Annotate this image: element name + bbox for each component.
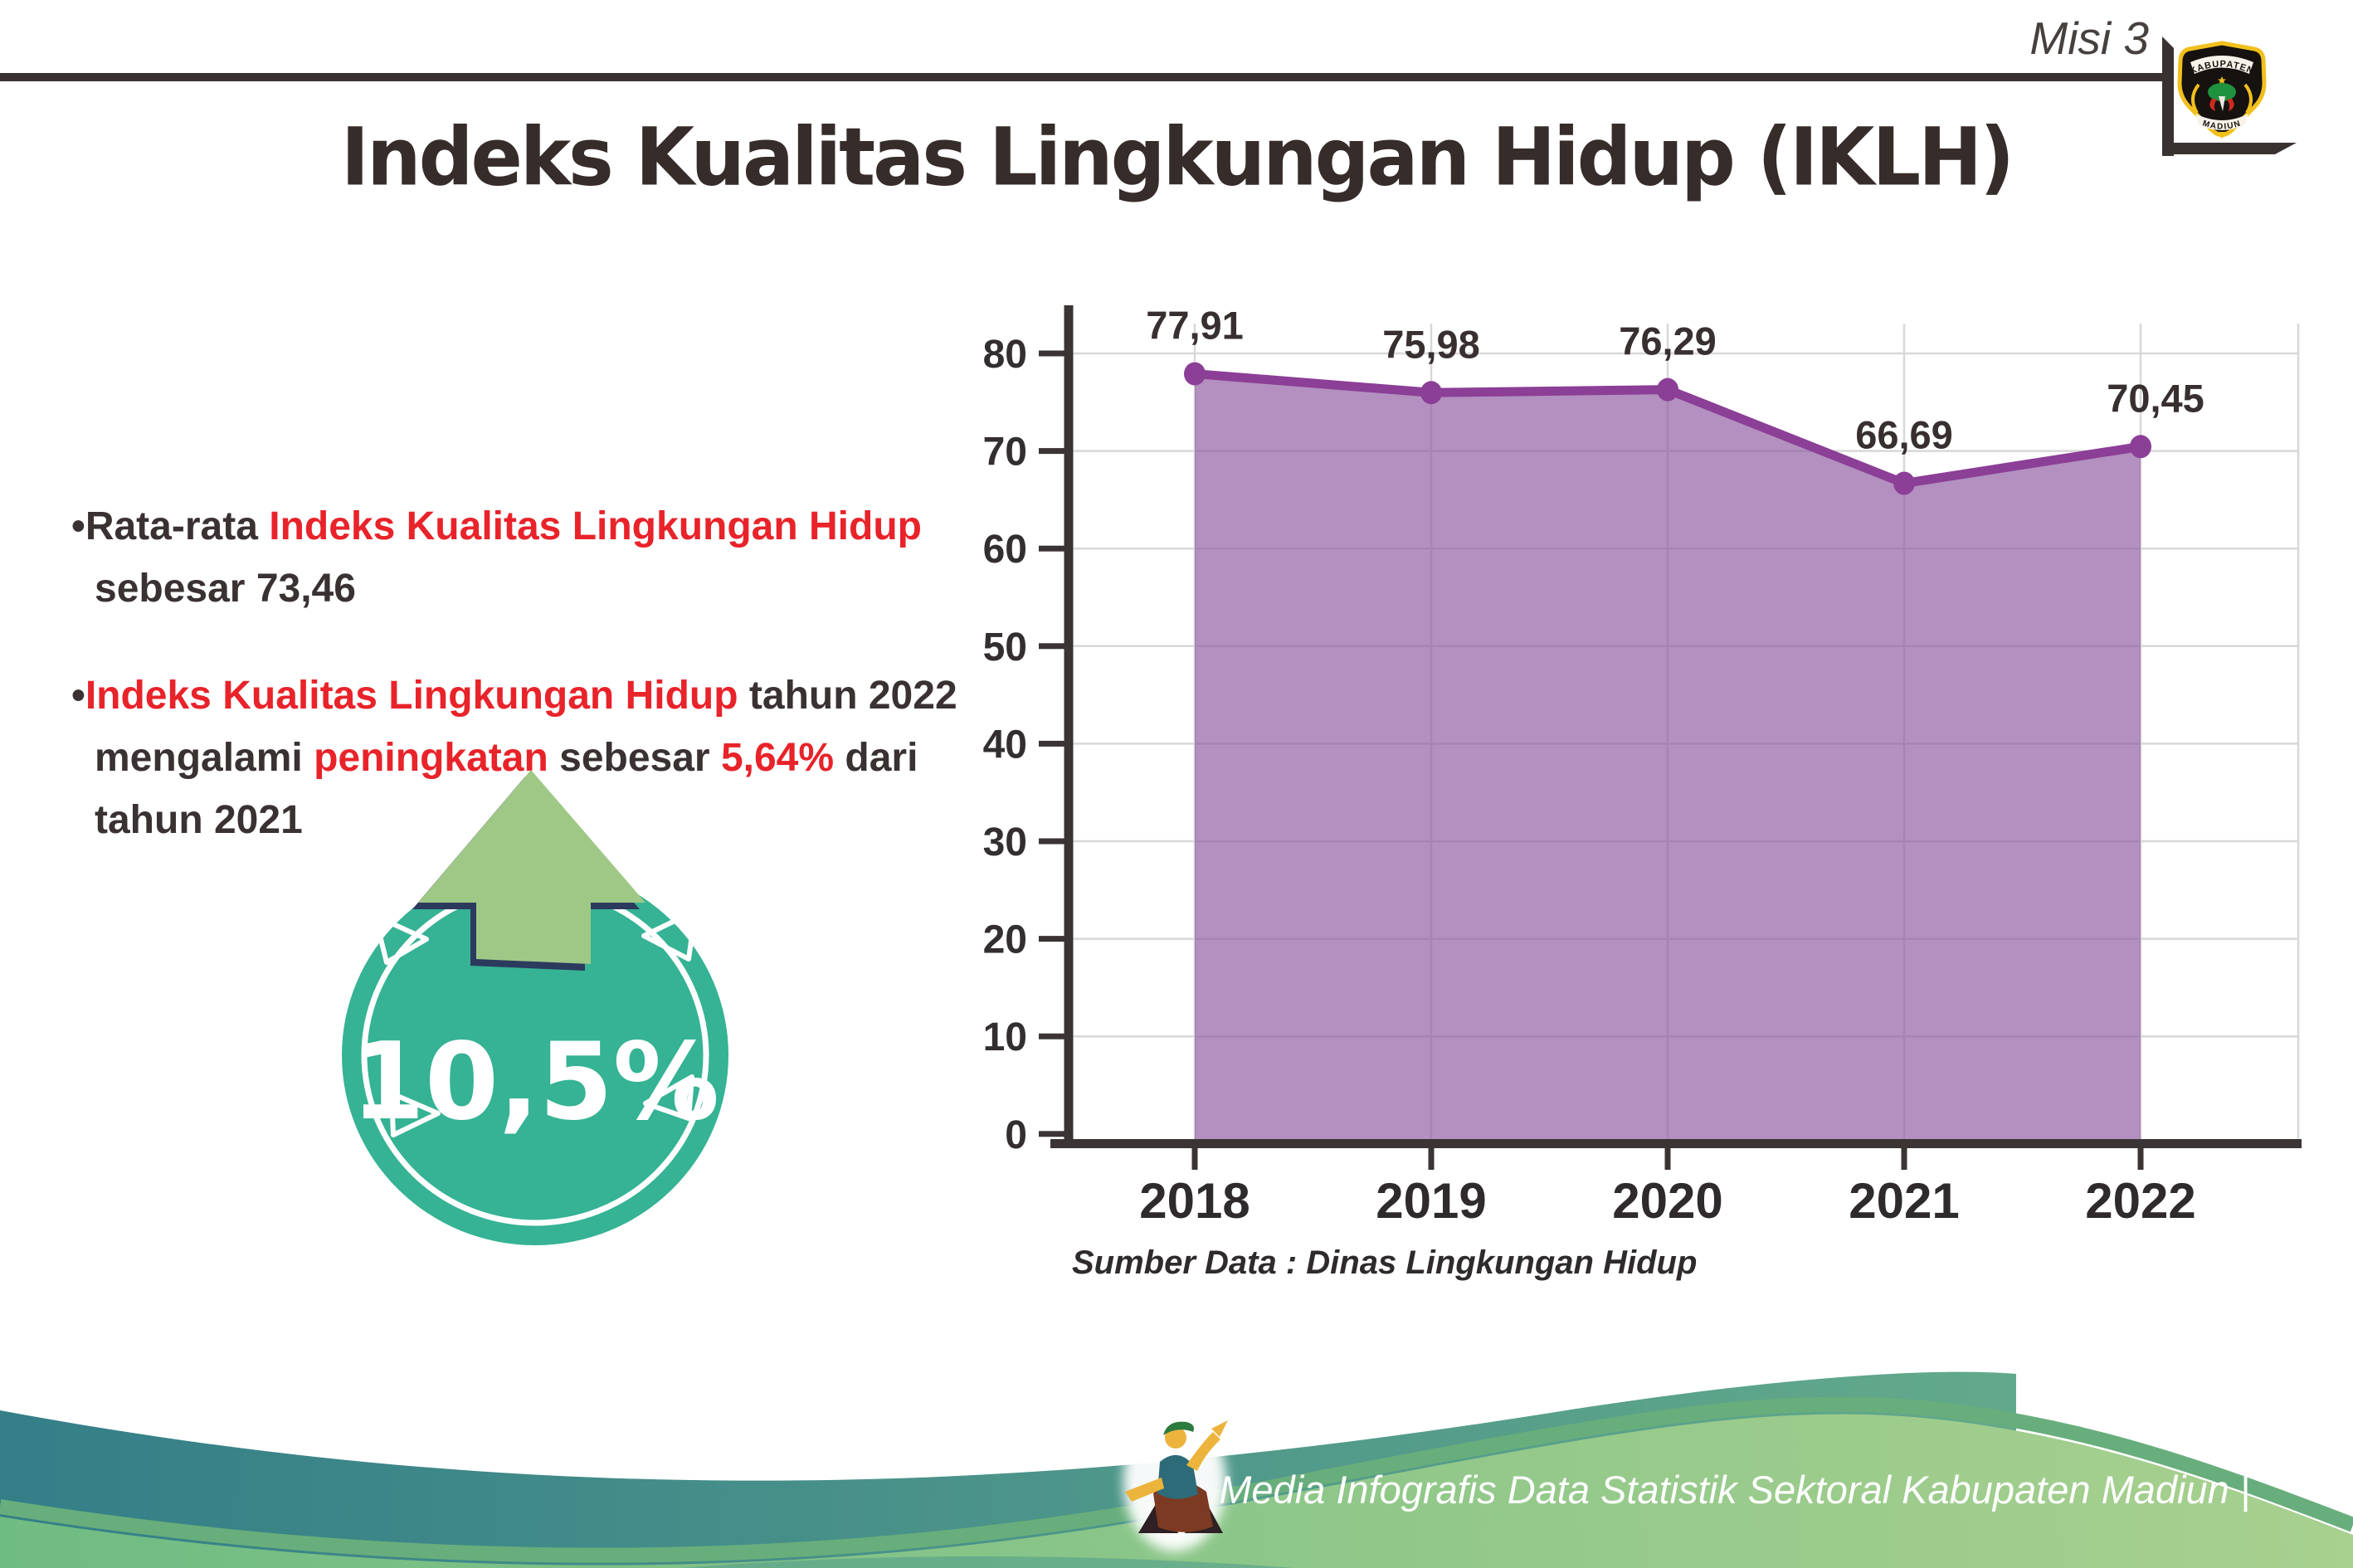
misi-label: Misi 3 bbox=[2029, 12, 2149, 64]
logo-bottom-text: MADIUN bbox=[2201, 119, 2243, 131]
x-tick bbox=[1191, 1148, 1198, 1170]
header-decoration: KABUPATEN MADIUN bbox=[0, 37, 2297, 156]
green-wave-rim bbox=[0, 1396, 2353, 1563]
logo-bracket-vertical bbox=[2162, 37, 2174, 156]
iklh-area-chart: 0 10 20 30 40 50 60 70 80 2018 2019 2020 2021 2022 77,… bbox=[983, 304, 2302, 1229]
badge-triangle-upper-left bbox=[373, 913, 429, 965]
badge-triangle-upper-right bbox=[641, 908, 698, 962]
y-axis bbox=[1064, 305, 1074, 1148]
y-tick-label: 40 bbox=[983, 723, 1027, 767]
mascot-icon bbox=[1123, 1412, 1228, 1551]
green-wave bbox=[0, 1414, 2353, 1568]
page-title: Indeks Kualitas Lingkungan Hidup (IKLH) bbox=[340, 110, 2014, 204]
footer-waves: Media Infografis Data Statistik Sektoral… bbox=[0, 1371, 2353, 1568]
y-tick-label: 80 bbox=[983, 333, 1027, 377]
highlight-text: Indeks Kualitas Lingkungan Hidup bbox=[269, 504, 922, 548]
bullet-dot: • bbox=[71, 673, 85, 718]
badge-value: 10,5% bbox=[351, 1020, 719, 1144]
y-tick bbox=[1039, 1033, 1069, 1040]
x-tick-label: 2020 bbox=[1612, 1173, 1722, 1229]
y-tick-label: 20 bbox=[983, 918, 1027, 962]
data-point bbox=[1893, 471, 1915, 495]
x-tick bbox=[2137, 1148, 2144, 1170]
x-tick-label: 2019 bbox=[1376, 1173, 1486, 1229]
badge-triangle-lower-left bbox=[389, 1091, 441, 1137]
data-point bbox=[2130, 435, 2151, 459]
logo-star-icon bbox=[2218, 76, 2226, 85]
x-tick-label: 2022 bbox=[2085, 1173, 2195, 1229]
x-tick-label: 2021 bbox=[1849, 1173, 1959, 1229]
y-tick bbox=[1039, 545, 1069, 552]
y-tick bbox=[1039, 1131, 1069, 1137]
y-tick bbox=[1039, 936, 1069, 942]
y-tick bbox=[1039, 838, 1069, 845]
data-point bbox=[1420, 381, 1442, 405]
x-tick-label: 2018 bbox=[1139, 1173, 1250, 1229]
y-tick-label: 30 bbox=[983, 821, 1027, 864]
badge-circle bbox=[342, 865, 728, 1245]
x-tick bbox=[1664, 1148, 1671, 1170]
insight-bullet-1: •Rata-rata Indeks Kualitas Lingkungan Hi… bbox=[71, 504, 922, 611]
y-tick-label: 50 bbox=[983, 626, 1027, 670]
y-tick-label: 60 bbox=[983, 528, 1027, 572]
x-axis bbox=[1050, 1139, 2302, 1148]
logo-tree-icon bbox=[2208, 83, 2236, 101]
source-note: Sumber Data : Dinas Lingkungan Hidup bbox=[1072, 1244, 1698, 1281]
data-label: 70,45 bbox=[2107, 376, 2204, 420]
data-label: 75,98 bbox=[1382, 322, 1480, 366]
y-tick bbox=[1039, 740, 1069, 747]
kabupaten-madiun-logo: KABUPATEN MADIUN bbox=[2177, 41, 2267, 139]
insight-bullet-2: •Indeks Kualitas Lingkungan Hidup tahun … bbox=[71, 673, 957, 842]
bottom-shade bbox=[680, 1556, 1294, 1568]
bullet-dot: • bbox=[71, 504, 85, 548]
highlight-text: peningkatan bbox=[314, 735, 548, 780]
data-point bbox=[1657, 377, 1678, 402]
data-label: 76,29 bbox=[1619, 319, 1717, 363]
badge-triangle-lower-right bbox=[643, 1074, 694, 1121]
increase-badge: 10,5% bbox=[342, 770, 728, 1245]
data-label: 77,91 bbox=[1146, 304, 1244, 348]
x-tick bbox=[1901, 1148, 1907, 1170]
area-fill bbox=[1195, 373, 2141, 1140]
header-rule bbox=[0, 73, 2164, 81]
y-tick bbox=[1039, 448, 1069, 455]
x-tick bbox=[1428, 1148, 1435, 1170]
footer-caption: Media Infografis Data Statistik Sektoral… bbox=[1219, 1468, 2250, 1512]
insight-bullets: •Rata-rata Indeks Kualitas Lingkungan Hi… bbox=[71, 496, 991, 896]
highlight-text: Indeks Kualitas Lingkungan Hidup bbox=[85, 673, 738, 718]
data-label: 66,69 bbox=[1855, 413, 1953, 457]
logo-bracket-horizontal bbox=[2162, 143, 2297, 154]
y-tick-label: 70 bbox=[983, 431, 1027, 475]
y-tick-label: 0 bbox=[1005, 1113, 1027, 1157]
highlight-text: 5,64% bbox=[720, 735, 835, 780]
y-tick bbox=[1039, 643, 1069, 650]
data-point bbox=[1184, 362, 1206, 386]
y-tick-label: 10 bbox=[983, 1015, 1027, 1059]
up-arrow-icon bbox=[418, 770, 645, 964]
y-tick bbox=[1039, 350, 1069, 357]
